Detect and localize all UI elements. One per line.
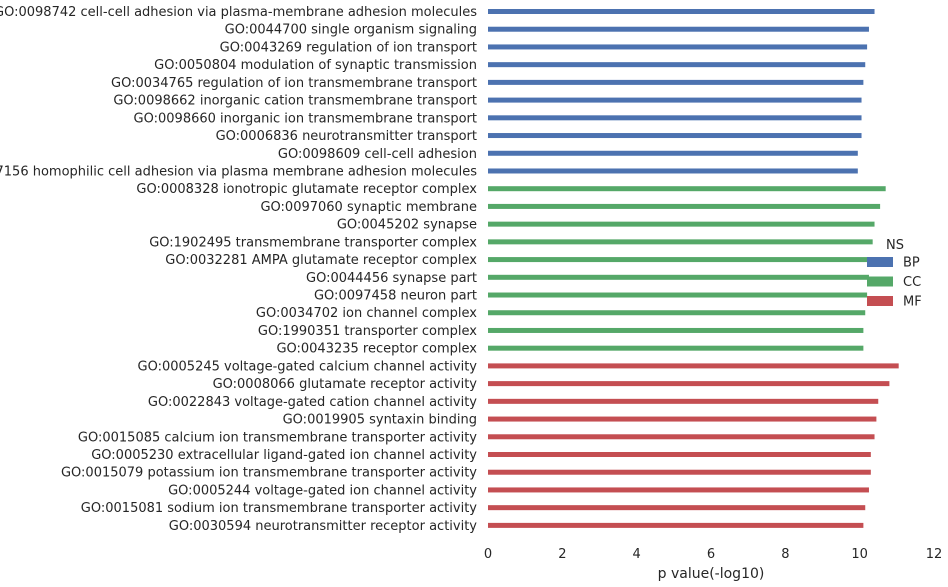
category-label: GO:0015085 calcium ion transmembrane tra… [78,430,477,445]
legend-swatch [867,276,893,287]
category-label: GO:0005244 voltage-gated ion channel act… [168,483,477,498]
bar [488,381,890,387]
bar [488,150,858,156]
bar [488,310,866,316]
bars-layer [488,9,899,528]
category-label: GO:1902495 transmembrane transporter com… [149,235,477,250]
bar [488,257,871,263]
x-axis-ticks: 0 2 4 6 8 10 12 [484,547,942,562]
bar [488,452,871,457]
category-label: GO:0043235 receptor complex [276,342,477,357]
x-tick-label: 0 [484,547,492,562]
bar [488,203,881,209]
category-label: GO:1990351 transporter complex [258,324,477,339]
bar [488,327,864,333]
bar [488,26,869,32]
x-tick-label: 2 [558,547,566,562]
bar [488,239,873,245]
bar [488,79,864,85]
x-axis-title: p value(-log10) [658,566,765,582]
x-tick-label: 10 [851,547,868,562]
bar [488,469,871,475]
bar [488,115,862,121]
bar [488,186,886,192]
bar [488,398,879,404]
legend: NS BP CC MF [867,238,922,310]
bar [488,133,862,139]
category-labels: GO:0098742 cell-cell adhesion via plasma… [0,5,477,534]
legend-label: BP [903,256,920,271]
x-tick-label: 6 [707,547,715,562]
category-label: GO:0019905 syntaxin binding [283,413,477,428]
bar [488,97,862,103]
category-label: GO:0044700 single organism signaling [225,23,477,38]
x-tick-label: 8 [781,547,789,562]
category-label: GO:0006836 neurotransmitter transport [216,129,477,144]
bar [488,487,869,493]
category-label: GO:0034765 regulation of ion transmembra… [111,76,477,91]
x-tick-label: 4 [633,547,641,562]
legend-label: CC [903,275,921,290]
category-label: GO:0098662 inorganic cation transmembran… [113,94,477,109]
legend-title: NS [886,238,904,253]
category-label: GO:0030594 neurotransmitter receptor act… [169,519,478,534]
bar [488,168,858,174]
bar [488,363,899,369]
category-label: GO:0050804 modulation of synaptic transm… [154,58,477,73]
bar [488,62,866,68]
category-label: GO:0005230 extracellular ligand-gated io… [91,448,477,463]
category-label: GO:0032281 AMPA glutamate receptor compl… [165,253,477,268]
category-label: GO:0044456 synapse part [306,271,477,286]
bar [488,292,868,298]
bar [488,505,866,511]
category-label: GO:0098742 cell-cell adhesion via plasma… [0,5,477,20]
category-label: GO:0098660 inorganic ion transmembrane t… [134,111,477,126]
category-label: GO:0015081 sodium ion transmembrane tran… [81,501,477,516]
category-label: GO:0005245 voltage-gated calcium channel… [138,359,478,374]
category-label: GO:0098609 cell-cell adhesion [278,147,477,162]
legend-swatch [867,257,893,267]
category-label: GO:0015079 potassium ion transmembrane t… [61,466,477,481]
category-label: GO:0008066 glutamate receptor activity [213,377,478,392]
bar [488,522,864,528]
bar [488,416,877,422]
category-label: GO:0045202 synapse [337,218,477,233]
bar [488,434,875,440]
category-label: GO:0097458 neuron part [314,289,477,304]
bar [488,345,864,351]
bar [488,44,868,50]
bar [488,9,875,14]
legend-label: MF [903,295,922,310]
legend-swatch [867,296,893,306]
category-label: GO:0034702 ion channel complex [256,306,477,321]
bar [488,274,869,280]
category-label: GO:0022843 voltage-gated cation channel … [148,395,477,410]
bar [488,221,875,227]
category-label: GO:0097060 synaptic membrane [260,200,477,215]
x-tick-label: 12 [926,547,943,562]
category-label: GO:0043269 regulation of ion transport [220,40,477,55]
category-label: GO:0007156 homophilic cell adhesion via … [0,164,477,179]
category-label: GO:0008328 ionotropic glutamate receptor… [136,182,477,197]
